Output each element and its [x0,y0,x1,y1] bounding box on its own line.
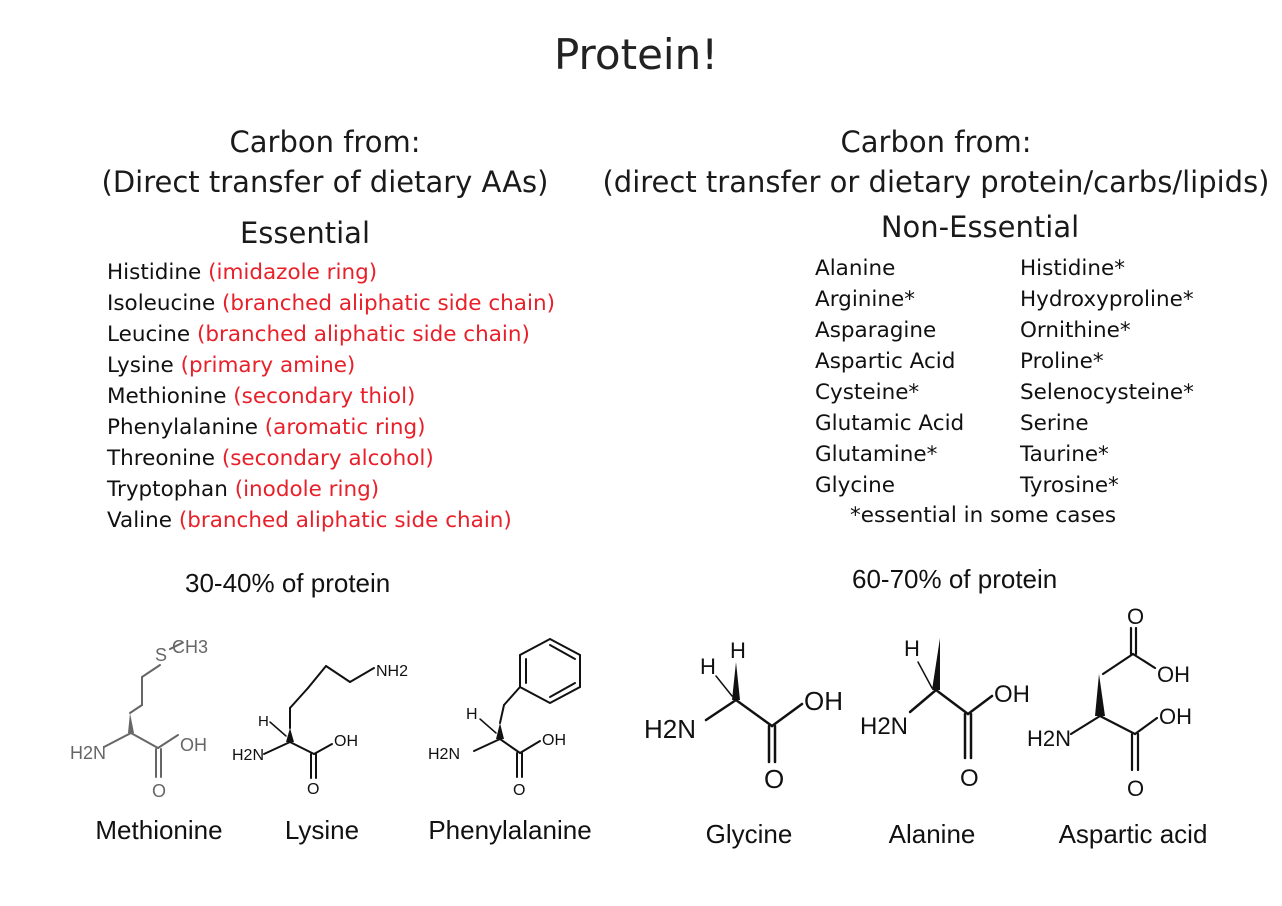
svg-text:H2N: H2N [1027,726,1071,751]
svg-text:OH: OH [1159,704,1192,729]
amino-acid-name: Isoleucine [107,291,215,316]
list-item: Glutamine* [815,439,964,470]
footnote: *essential in some cases [850,500,1116,531]
list-item: Proline* [1020,346,1194,377]
amino-acid-name: Lysine [107,353,174,378]
alanine-structure: H H2N OH O [858,630,1048,795]
methionine-structure: S CH3 H2N OH O [60,625,250,805]
svg-text:O: O [307,781,319,798]
list-item: Selenocysteine* [1020,377,1194,408]
non-essential-col2: Histidine* Hydroxyproline* Ornithine* Pr… [1020,253,1194,501]
list-item: Ornithine* [1020,315,1194,346]
left-header-line1: Carbon from: [60,125,590,159]
svg-text:H: H [466,706,478,723]
svg-text:O: O [764,764,784,794]
essential-heading: Essential [200,216,410,250]
side-chain-note: (branched aliphatic side chain) [197,322,530,347]
svg-text:H2N: H2N [644,714,696,744]
list-item: Histidine* [1020,253,1194,284]
list-item: Taurine* [1020,439,1194,470]
svg-text:O: O [960,765,979,792]
page-title: Protein! [0,30,1272,79]
list-item: Leucine (branched aliphatic side chain) [107,319,555,350]
side-chain-note: (aromatic ring) [265,415,426,440]
svg-text:O: O [513,782,525,799]
side-chain-note: (branched aliphatic side chain) [179,508,512,533]
list-item: Glycine [815,470,964,501]
svg-text:H: H [730,638,746,663]
caption-lysine: Lysine [270,815,374,846]
list-item: Asparagine [815,315,964,346]
list-item: Tyrosine* [1020,470,1194,501]
svg-text:O: O [1127,776,1144,801]
phenylalanine-structure: H H2N OH O [420,635,610,805]
essential-percent: 30-40% of protein [185,568,390,599]
caption-alanine: Alanine [872,819,992,850]
non-essential-percent: 60-70% of protein [852,564,1057,595]
list-item: Arginine* [815,284,964,315]
non-essential-col1: Alanine Arginine* Asparagine Aspartic Ac… [815,253,964,501]
svg-text:O: O [1127,604,1144,629]
amino-acid-name: Valine [107,508,172,533]
list-item: Phenylalanine (aromatic ring) [107,412,555,443]
list-item: Lysine (primary amine) [107,350,555,381]
svg-text:OH: OH [334,733,358,750]
svg-text:H2N: H2N [70,743,106,763]
right-header-line1: Carbon from: [600,125,1272,159]
svg-text:OH: OH [180,735,207,755]
svg-text:H2N: H2N [232,747,264,764]
list-item: Methionine (secondary thiol) [107,381,555,412]
caption-methionine: Methionine [70,815,248,846]
side-chain-note: (inodole ring) [235,477,379,502]
amino-acid-name: Tryptophan [107,477,228,502]
list-item: Aspartic Acid [815,346,964,377]
svg-text:S: S [155,645,167,665]
svg-text:H: H [904,636,920,661]
list-item: Alanine [815,253,964,284]
list-item: Histidine (imidazole ring) [107,257,555,288]
list-item: Threonine (secondary alcohol) [107,443,555,474]
list-item: Tryptophan (inodole ring) [107,474,555,505]
svg-text:H2N: H2N [428,746,460,763]
side-chain-note: (secondary alcohol) [222,446,434,471]
list-item: Valine (branched aliphatic side chain) [107,505,555,536]
side-chain-note: (secondary thiol) [233,384,415,409]
amino-acid-name: Methionine [107,384,226,409]
aspartic-acid-structure: O OH H2N OH O [1025,600,1205,805]
essential-list: Histidine (imidazole ring) Isoleucine (b… [107,257,555,536]
svg-text:H2N: H2N [860,713,908,740]
side-chain-note: (branched aliphatic side chain) [222,291,555,316]
side-chain-note: (imidazole ring) [208,260,377,285]
side-chain-note: (primary amine) [181,353,356,378]
left-header-line2: (Direct transfer of dietary AAs) [60,165,590,199]
svg-text:NH2: NH2 [376,663,408,680]
svg-text:H: H [700,654,716,679]
list-item: Cysteine* [815,377,964,408]
amino-acid-name: Threonine [107,446,215,471]
amino-acid-name: Histidine [107,260,201,285]
caption-glycine: Glycine [690,819,808,850]
caption-aspartic-acid: Aspartic acid [1040,819,1226,850]
amino-acid-name: Leucine [107,322,190,347]
svg-text:O: O [152,781,166,801]
glycine-structure: H H H2N OH O [640,630,860,795]
lysine-structure: NH2 H H2N OH O [228,650,428,800]
amino-acid-name: Phenylalanine [107,415,258,440]
svg-text:OH: OH [1157,662,1190,687]
list-item: Glutamic Acid [815,408,964,439]
svg-text:OH: OH [542,732,566,749]
list-item: Serine [1020,408,1194,439]
svg-text:OH: OH [804,686,843,716]
list-item: Hydroxyproline* [1020,284,1194,315]
svg-text:H: H [258,713,269,730]
caption-phenylalanine: Phenylalanine [410,815,610,846]
right-header-line2: (direct transfer or dietary protein/carb… [600,165,1272,199]
non-essential-heading: Non-Essential [850,210,1110,244]
svg-text:CH3: CH3 [172,637,208,657]
list-item: Isoleucine (branched aliphatic side chai… [107,288,555,319]
